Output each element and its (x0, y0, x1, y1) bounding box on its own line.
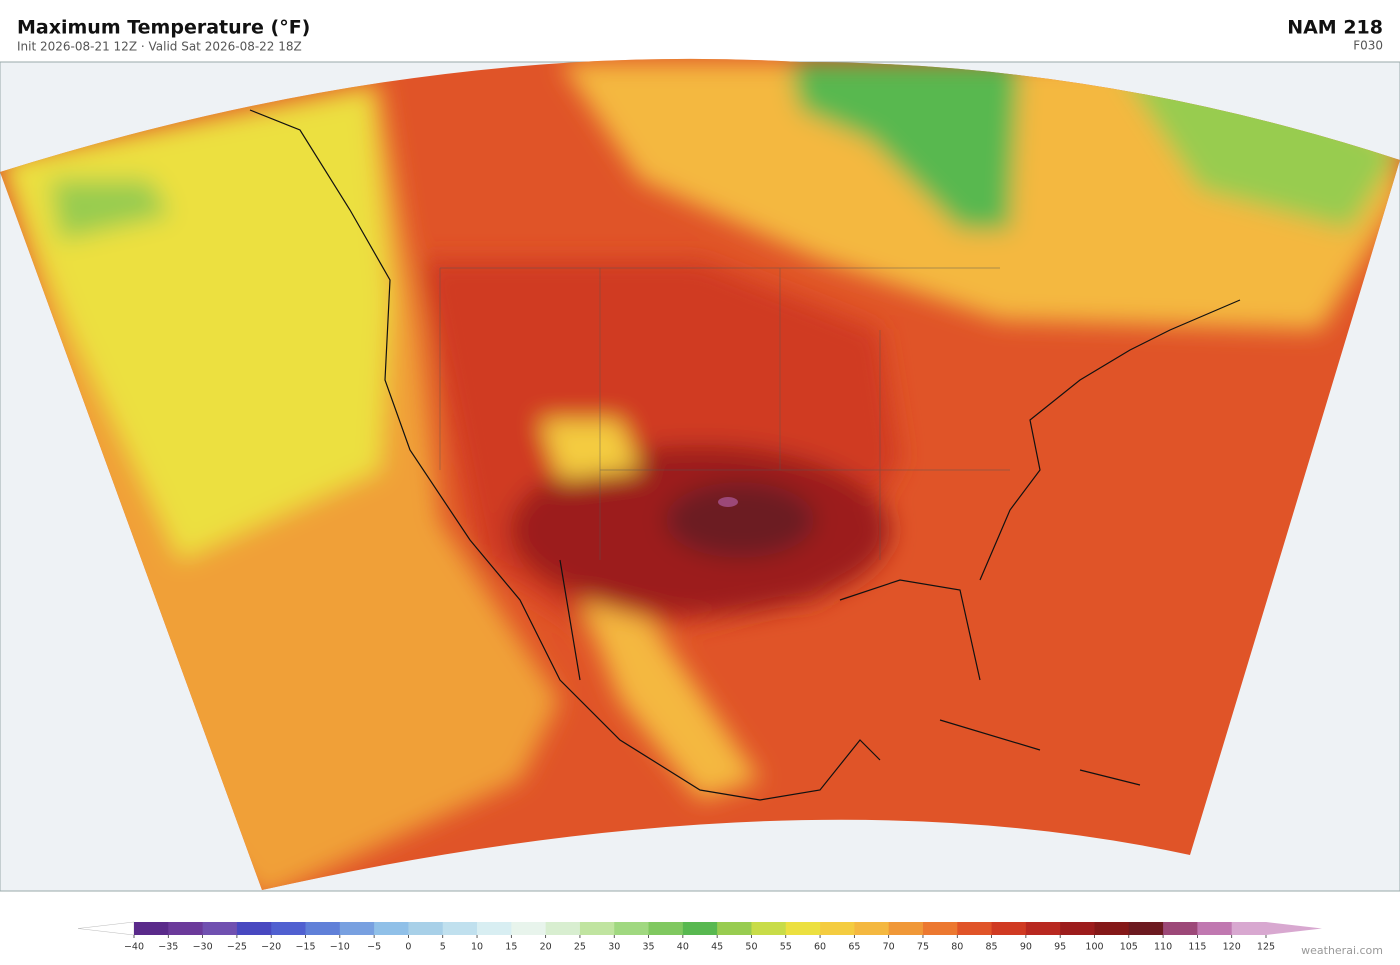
colorbar-tick-label: −20 (261, 942, 281, 953)
colorbar-bin (614, 922, 650, 935)
colorbar-tick-label: 95 (1054, 942, 1066, 953)
colorbar-tick-label: −10 (330, 942, 350, 953)
colorbar-tick-label: 5 (440, 942, 446, 953)
colorbar-tick-label: 75 (917, 942, 929, 953)
colorbar-over (1266, 922, 1322, 935)
colorbar-tick-label: 80 (951, 942, 963, 953)
colorbar-bin (1231, 922, 1267, 935)
colorbar-bin (511, 922, 547, 935)
colorbar-bin (305, 922, 341, 935)
field-rockies (540, 420, 640, 480)
colorbar-tick-label: 120 (1223, 942, 1241, 953)
coastline (249, 109, 1241, 801)
colorbar-bin (168, 922, 204, 935)
colorbar-bin (888, 922, 924, 935)
colorbar-tick-label: −35 (158, 942, 178, 953)
colorbar-bin (339, 922, 375, 935)
colorbar-bin (820, 922, 855, 935)
colorbar-bin (751, 922, 787, 935)
colorbar-tick-label: 110 (1154, 942, 1172, 953)
colorbar-bin (271, 922, 307, 935)
temperature-field (0, 58, 1400, 891)
field-mexico-highlands (580, 600, 760, 800)
colorbar-bin (202, 922, 238, 935)
colorbar-bin (854, 922, 890, 935)
colorbar-tick-label: 45 (711, 942, 723, 953)
colorbar-tick-label: 40 (677, 942, 689, 953)
colorbar-bin (579, 922, 615, 935)
colorbar-bin (134, 922, 169, 935)
colorbar-tick-label: 100 (1085, 942, 1103, 953)
colorbar-bin (1060, 922, 1095, 935)
colorbar-tick-label: −15 (295, 942, 315, 953)
colorbar-bin (682, 922, 718, 935)
colorbar-bin (374, 922, 409, 935)
field-green (50, 180, 170, 240)
colorbar-tick-label: 105 (1120, 942, 1138, 953)
colorbar-bin (236, 922, 272, 935)
field-hudson (790, 62, 1020, 230)
colorbar-tick-label: 10 (471, 942, 483, 953)
colorbar-bin (785, 922, 821, 935)
colorbar-bin (648, 922, 684, 935)
colorbar-tick-label: 20 (540, 942, 552, 953)
colorbar-tick-label: 0 (405, 942, 411, 953)
colorbar-bin (1128, 922, 1164, 935)
colorbar-bin (1163, 922, 1198, 935)
field-plains-hottest (665, 482, 815, 558)
watermark: weatherai.com (1301, 944, 1383, 957)
forecast-hour: F030 (1353, 39, 1383, 53)
colorbar-tick-label: 25 (574, 942, 586, 953)
colorbar-tick-label: −5 (367, 942, 381, 953)
model-name: NAM 218 (1287, 17, 1383, 39)
colorbar-tick-label: 65 (848, 942, 860, 953)
state-borders (439, 267, 1010, 560)
colorbar-tick-label: −25 (227, 942, 247, 953)
colorbar-bin (957, 922, 993, 935)
colorbar-bin (717, 922, 752, 935)
colorbar-bin (545, 922, 581, 935)
title: Maximum Temperature (°F) (17, 17, 310, 39)
subtitle: Init 2026-08-21 12Z · Valid Sat 2026-08-… (17, 40, 302, 54)
colorbar-tick-label: 60 (814, 942, 826, 953)
colorbar-tick-label: 115 (1188, 942, 1206, 953)
colorbar-tick-label: 85 (986, 942, 998, 953)
colorbar-tick-label: 35 (642, 942, 654, 953)
colorbar-tick-label: 70 (883, 942, 895, 953)
colorbar: −40 −35 −30 −25 −20 −15 −10 −5 0 5 10 15 20 25 30 35 40 4… (77, 921, 1322, 953)
colorbar-tick-label: −30 (193, 942, 213, 953)
colorbar-bin (408, 922, 444, 935)
colorbar-tick-label: 50 (745, 942, 757, 953)
colorbar-bin (991, 922, 1027, 935)
colorbar-tick-label: 90 (1020, 942, 1032, 953)
colorbar-bin (477, 922, 512, 935)
colorbar-bin (1025, 922, 1061, 935)
colorbar-tick-label: 30 (608, 942, 620, 953)
colorbar-tick-label: 15 (505, 942, 517, 953)
colorbar-tick-label: 125 (1257, 942, 1275, 953)
field-labrador (1120, 70, 1400, 230)
colorbar-bin (1197, 922, 1233, 935)
colorbar-bin (1094, 922, 1130, 935)
colorbar-bin (922, 922, 958, 935)
map (0, 58, 1400, 892)
colorbar-bin (442, 922, 478, 935)
field-extreme (718, 497, 738, 507)
colorbar-tick-label: −40 (124, 942, 144, 953)
colorbar-tick-label: 55 (780, 942, 792, 953)
